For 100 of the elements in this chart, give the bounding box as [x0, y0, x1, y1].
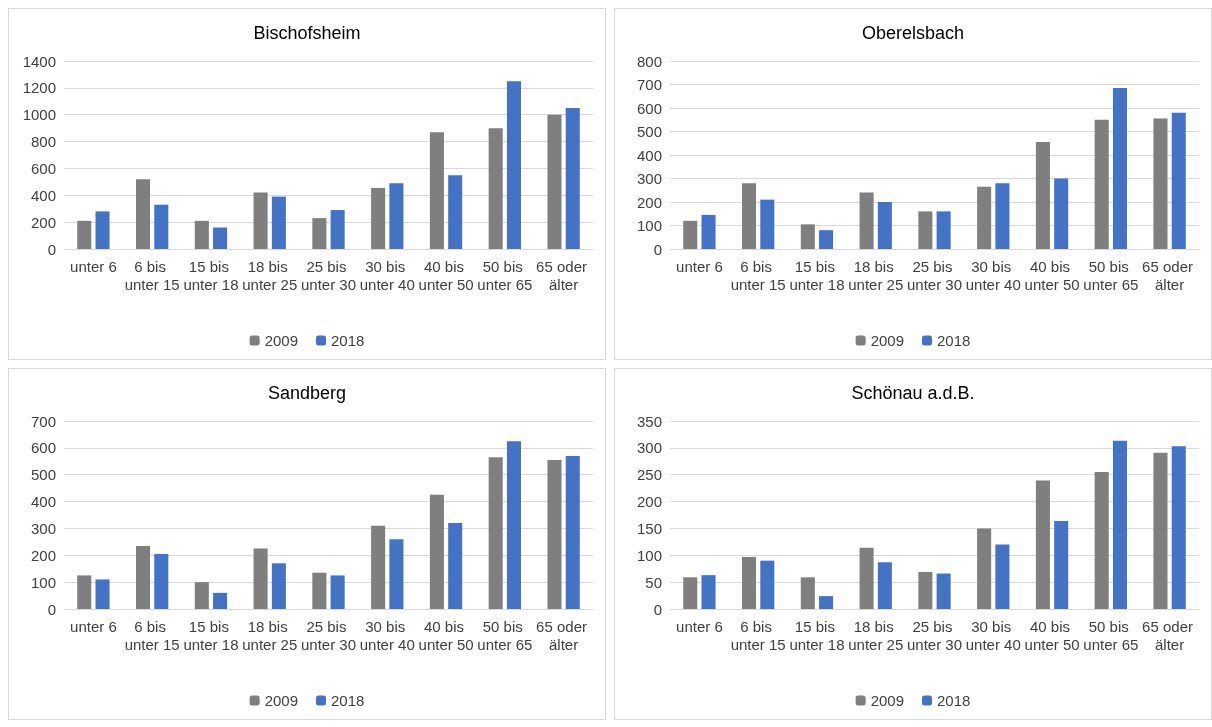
y-tick-label: 300 [30, 519, 56, 537]
bar [253, 548, 268, 609]
legend-label: 2018 [937, 332, 971, 349]
bar [312, 218, 327, 249]
x-tick-label: unter 6 [676, 617, 723, 635]
y-tick-label: 500 [636, 123, 662, 140]
x-tick-label: 50 bis unter 65 [477, 257, 533, 293]
bar [565, 108, 580, 249]
bar [936, 573, 951, 609]
bar [95, 211, 110, 249]
bar [1171, 112, 1186, 249]
bar [701, 214, 716, 249]
x-tick-label: 65 oder älter [536, 617, 592, 653]
bar [271, 563, 286, 609]
y-tick-label: 250 [636, 466, 662, 484]
bar [154, 553, 169, 609]
bar [1094, 472, 1109, 609]
x-tick-label: 40 bis unter 50 [418, 617, 474, 653]
chart-title: Bischofsheim [253, 23, 361, 43]
x-tick-label: 18 bis unter 25 [242, 257, 298, 293]
bar [995, 183, 1010, 249]
bar [683, 577, 698, 609]
y-tick-label: 0 [47, 240, 56, 258]
x-tick-label: 25 bis unter 30 [906, 257, 963, 293]
y-tick-label: 600 [636, 99, 662, 117]
bar [701, 575, 716, 609]
x-tick-label: 30 bis unter 40 [359, 257, 415, 293]
y-tick-label: 400 [30, 493, 56, 511]
y-tick-label: 200 [636, 193, 662, 211]
y-tick-label: 150 [636, 519, 662, 537]
legend-label: 2018 [331, 692, 365, 709]
bar [506, 441, 521, 609]
bar [194, 220, 209, 249]
y-tick-label: 400 [30, 186, 56, 204]
bar [877, 562, 892, 609]
bar [760, 199, 775, 249]
bar [77, 575, 92, 609]
x-tick-label: 30 bis unter 40 [965, 617, 1021, 653]
x-tick-label: 15 bis unter 18 [183, 617, 239, 653]
bar [448, 175, 463, 249]
x-tick-label: 15 bis unter 18 [183, 257, 239, 293]
y-tick-label: 100 [30, 573, 56, 591]
x-tick-label: unter 6 [70, 617, 117, 635]
y-tick-label: 800 [636, 52, 662, 70]
bar [859, 192, 874, 249]
bar [136, 545, 151, 609]
x-tick-label: 18 bis unter 25 [848, 257, 904, 293]
x-tick-label: 40 bis unter 50 [418, 257, 474, 293]
bar [1054, 178, 1069, 249]
x-tick-label: 25 bis unter 30 [300, 257, 357, 293]
x-tick-label: 6 bis unter 15 [124, 617, 180, 653]
bar [429, 494, 444, 609]
y-tick-label: 600 [30, 159, 56, 177]
bar [312, 572, 327, 609]
bar [77, 220, 92, 249]
bar [1112, 88, 1127, 249]
y-tick-label: 50 [645, 573, 662, 591]
x-tick-label: 40 bis unter 50 [1024, 617, 1080, 653]
x-tick-label: 50 bis unter 65 [1083, 257, 1139, 293]
x-tick-label: 25 bis unter 30 [906, 617, 963, 653]
y-tick-label: 800 [30, 133, 56, 151]
bar [1035, 142, 1050, 249]
x-tick-label: 40 bis unter 50 [1024, 257, 1080, 293]
bar [742, 556, 757, 609]
bar [330, 210, 345, 249]
y-tick-label: 100 [636, 217, 662, 234]
x-tick-label: 15 bis unter 18 [789, 257, 845, 293]
x-tick-label: 30 bis unter 40 [965, 257, 1021, 293]
legend-label: 2009 [264, 692, 299, 709]
bar [977, 186, 992, 249]
bar [995, 544, 1010, 609]
bar [819, 596, 834, 609]
bar [742, 183, 757, 249]
bar [271, 196, 286, 249]
bar [547, 459, 562, 609]
y-tick-label: 600 [30, 439, 56, 457]
chart-title: Oberelsbach [861, 23, 965, 43]
bar [448, 523, 463, 609]
legend-label: 2009 [870, 692, 905, 709]
bar [1153, 118, 1168, 249]
bar [371, 525, 386, 609]
bar [1094, 119, 1109, 249]
legend-label: 2018 [331, 332, 365, 349]
x-tick-label: 6 bis unter 15 [124, 257, 180, 293]
y-tick-label: 200 [30, 213, 56, 231]
x-tick-label: 65 oder älter [1142, 617, 1198, 653]
bar [136, 179, 151, 249]
bar [760, 560, 775, 609]
y-tick-label: 300 [636, 170, 662, 187]
x-tick-label: 50 bis unter 65 [477, 617, 533, 653]
bar [859, 547, 874, 609]
x-tick-label: 65 oder älter [536, 257, 592, 293]
y-tick-label: 200 [636, 493, 662, 511]
y-tick-label: 1400 [22, 52, 56, 70]
x-tick-label: unter 6 [676, 257, 723, 275]
bar [429, 132, 444, 249]
bar [819, 230, 834, 249]
bar [213, 227, 228, 249]
bar [1112, 440, 1127, 609]
y-tick-label: 500 [30, 466, 56, 484]
